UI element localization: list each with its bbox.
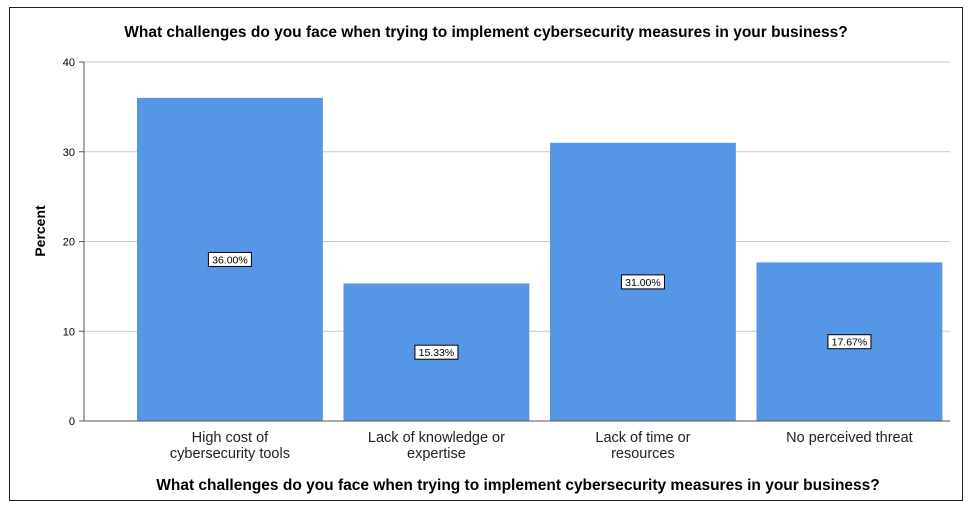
y-tick-label: 30 xyxy=(63,147,75,159)
x-tick-label: No perceived threat xyxy=(786,430,913,446)
y-tick-label: 40 xyxy=(63,57,75,69)
data-labels: 36.00% 15.33% 31.00% 17.67% xyxy=(207,251,872,360)
x-axis-label: What challenges do you face when trying … xyxy=(156,477,880,494)
x-tick-label: High cost of xyxy=(192,430,270,446)
data-label: 31.00% xyxy=(625,277,661,289)
data-label-box xyxy=(827,334,872,350)
y-tick-label: 10 xyxy=(63,326,75,338)
x-tick-label: Lack of knowledge or xyxy=(368,430,505,446)
x-tick-label: resources xyxy=(611,446,675,462)
y-tick-label: 0 xyxy=(69,416,75,428)
x-tick-label: cybersecurity tools xyxy=(170,446,290,462)
data-label-box xyxy=(414,344,459,360)
data-label: 15.33% xyxy=(419,347,455,359)
data-label-box xyxy=(207,251,252,267)
x-tick-label: Lack of time or xyxy=(595,430,690,446)
chart-title: What challenges do you face when trying … xyxy=(124,24,848,41)
data-label-box xyxy=(620,274,665,290)
y-tick-label: 20 xyxy=(63,237,75,249)
data-label: 36.00% xyxy=(212,254,248,266)
x-tick-label: expertise xyxy=(407,446,466,462)
bars xyxy=(137,97,943,422)
y-axis-label: Percent xyxy=(32,205,48,257)
data-label: 17.67% xyxy=(832,337,868,349)
